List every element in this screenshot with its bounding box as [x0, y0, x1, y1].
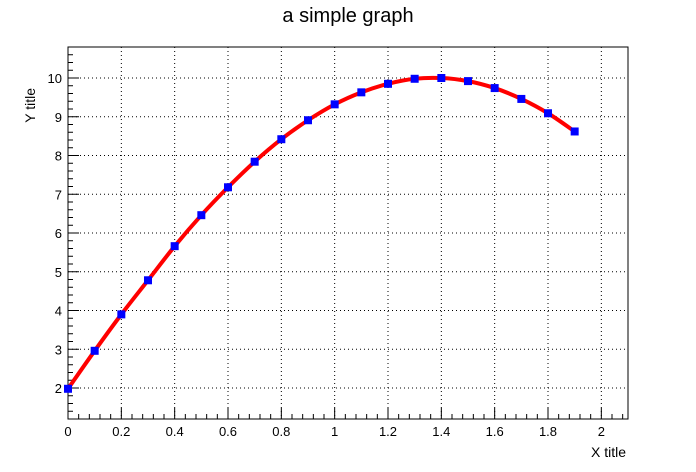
data-point-marker [357, 88, 366, 97]
y-tick-label: 9 [55, 110, 62, 125]
y-tick-label: 3 [55, 342, 62, 357]
data-point-marker [517, 94, 526, 103]
x-tick-label: 0 [64, 424, 71, 439]
y-axis-title: Y title [22, 88, 38, 123]
y-axis: 2 3 4 5 6 7 8 9 10 [48, 46, 79, 420]
x-axis: 0 0.2 0.4 0.6 0.8 1 1.2 1.4 1.6 1.8 2 [64, 408, 624, 439]
y-tick-label: 10 [48, 71, 62, 86]
x-tick-label: 1 [331, 424, 338, 439]
chart-title: a simple graph [282, 5, 413, 27]
x-tick-label: 2 [598, 424, 605, 439]
data-point-marker [64, 384, 72, 393]
data-point-marker [117, 310, 126, 319]
data-point-marker [464, 77, 472, 86]
x-tick-label: 0.2 [112, 424, 130, 439]
data-point-marker [490, 84, 499, 93]
y-tick-label: 6 [55, 226, 62, 241]
data-point-marker [90, 346, 99, 355]
data-point-marker [570, 127, 579, 136]
data-point-marker [384, 79, 392, 88]
y-tick-label: 4 [55, 304, 62, 319]
x-tick-label: 0.6 [219, 424, 237, 439]
y-tick-label: 7 [55, 187, 62, 202]
y-tick-label: 2 [55, 381, 62, 396]
data-point-marker [277, 135, 286, 144]
data-point-marker [437, 74, 446, 82]
data-point-marker [170, 242, 179, 251]
y-tick-label: 5 [55, 265, 62, 280]
x-tick-label: 1.6 [486, 424, 504, 439]
x-axis-title: X title [591, 444, 626, 460]
data-point-marker [304, 116, 312, 125]
x-tick-label: 1.4 [432, 424, 450, 439]
x-tick-label: 0.8 [272, 424, 290, 439]
data-point-marker [410, 74, 419, 83]
data-point-marker [250, 157, 259, 166]
x-tick-label: 0.4 [166, 424, 184, 439]
series-layer [64, 74, 579, 393]
data-point-marker [197, 211, 206, 220]
grid [67, 47, 628, 419]
x-tick-label: 1.2 [379, 424, 397, 439]
data-point-marker [144, 276, 152, 285]
data-point-marker [330, 100, 339, 109]
x-tick-label: 1.8 [539, 424, 557, 439]
data-point-marker [544, 109, 552, 118]
data-point-marker [224, 183, 232, 192]
y-tick-label: 8 [55, 149, 62, 164]
